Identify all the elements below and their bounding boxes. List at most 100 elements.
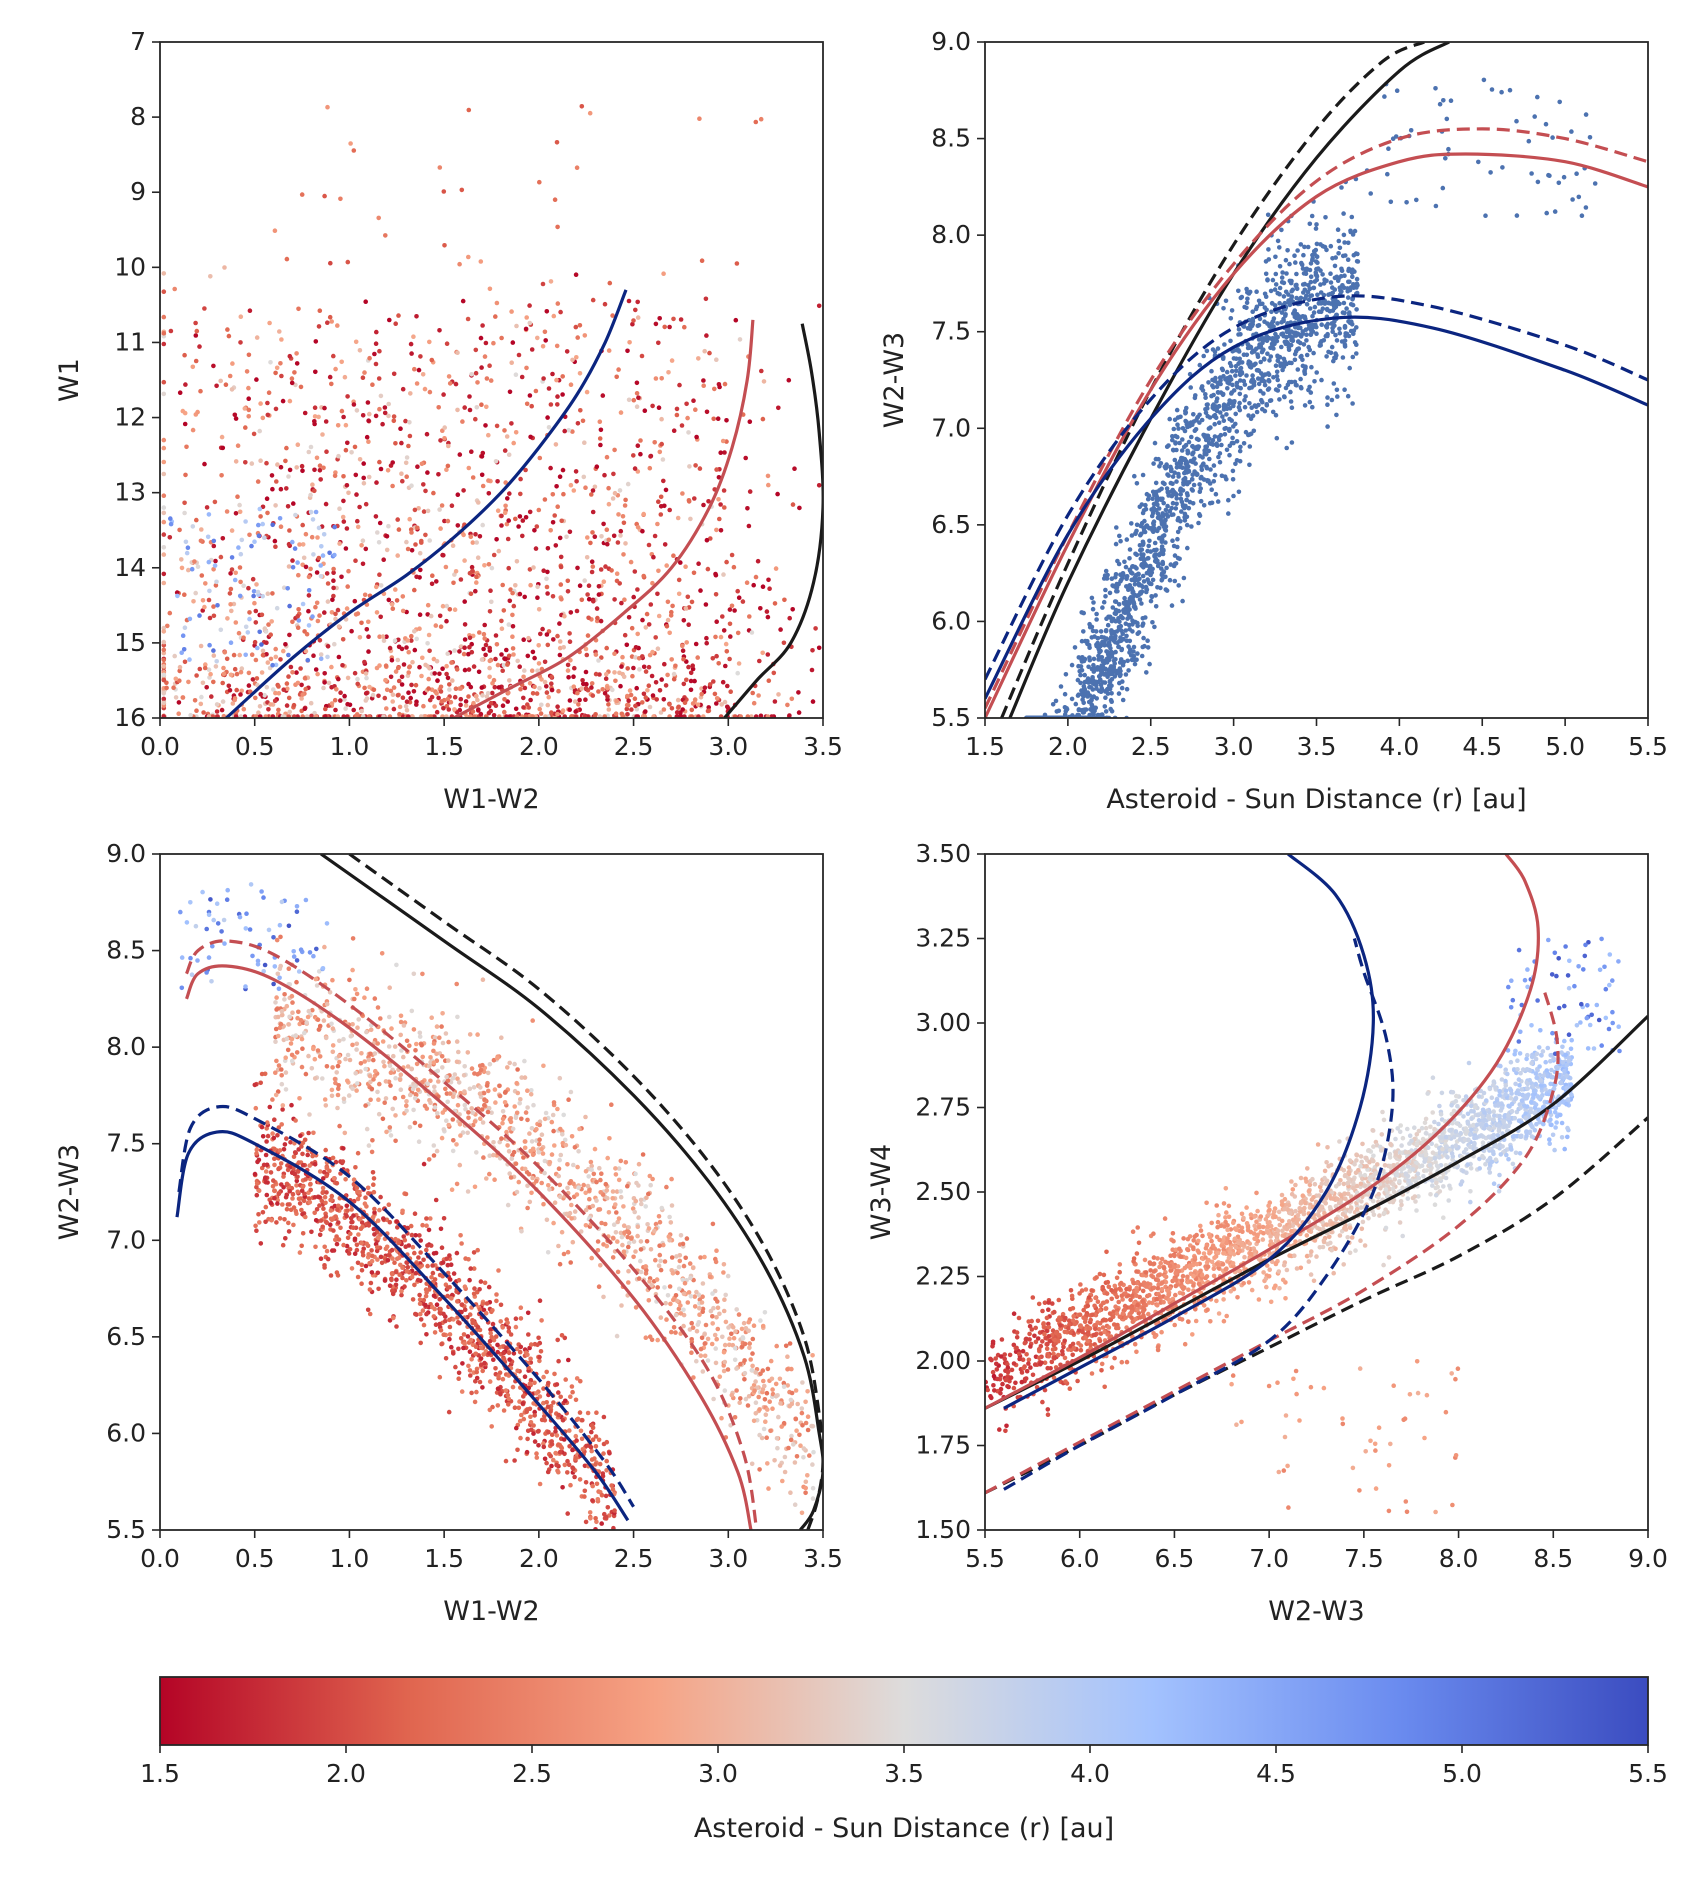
scatter-point (233, 416, 239, 421)
scatter-point (476, 500, 481, 505)
scatter-point (222, 265, 227, 270)
scatter-point (1145, 638, 1150, 643)
scatter-point (1096, 657, 1101, 662)
scatter-point (625, 348, 630, 354)
scatter-point (1160, 514, 1166, 519)
scatter-point (1123, 628, 1128, 633)
scatter-point (276, 684, 281, 689)
scatter-point (260, 593, 266, 599)
scatter-point (1342, 240, 1347, 245)
scatter-point (1264, 334, 1270, 340)
scatter-point (1274, 374, 1280, 379)
scatter-point (218, 554, 224, 560)
scatter-point (198, 388, 203, 394)
scatter-point (439, 699, 445, 704)
scatter-point (1109, 691, 1114, 696)
scatter-point (400, 695, 406, 700)
scatter-point (161, 639, 167, 645)
scatter-point (1103, 594, 1108, 599)
scatter-point (1069, 696, 1075, 702)
scatter-point (1236, 327, 1242, 332)
scatter-point (1175, 536, 1180, 542)
scatter-point (746, 523, 752, 529)
scatter-point (1211, 463, 1217, 468)
scatter-point (161, 445, 167, 451)
scatter-point (388, 674, 394, 680)
scatter-point (1277, 245, 1282, 250)
scatter-point (1262, 305, 1268, 310)
scatter-point (1227, 399, 1233, 404)
scatter-point (561, 645, 566, 650)
scatter-point (272, 538, 278, 544)
scatter-point (1345, 295, 1351, 300)
scatter-point (1072, 645, 1078, 650)
scatter-point (789, 696, 795, 702)
scatter-point (444, 603, 450, 609)
scatter-point (268, 360, 273, 365)
scatter-point (492, 684, 498, 690)
scatter-point (335, 423, 341, 428)
scatter-point (680, 648, 686, 653)
scatter-point (463, 699, 469, 704)
scatter-point (233, 511, 239, 516)
scatter-point (321, 532, 327, 537)
scatter-point (1275, 238, 1281, 244)
scatter-point (494, 300, 500, 306)
scatter-point (161, 471, 167, 477)
scatter-point (654, 697, 659, 702)
scatter-point (534, 524, 540, 529)
scatter-point (669, 706, 675, 711)
scatter-point (535, 584, 540, 590)
scatter-point (573, 714, 579, 718)
scatter-point (367, 355, 372, 361)
scatter-point (209, 694, 214, 699)
scatter-point (1266, 371, 1271, 376)
scatter-point (260, 648, 266, 654)
scatter-point (281, 648, 286, 654)
scatter-point (242, 714, 248, 718)
scatter-point (213, 558, 218, 564)
scatter-point (646, 664, 652, 670)
scatter-point (585, 633, 591, 638)
scatter-point (1345, 257, 1351, 263)
scatter-point (481, 646, 486, 652)
scatter-point (258, 691, 264, 697)
scatter-point (1583, 112, 1589, 117)
x-tick-label: 4.0 (1379, 732, 1419, 761)
scatter-point (1393, 134, 1399, 139)
scatter-point (597, 419, 603, 425)
scatter-point (1113, 541, 1119, 547)
scatter-point (345, 675, 351, 681)
scatter-point (659, 677, 664, 682)
scatter-point (449, 660, 454, 665)
scatter-point (1181, 457, 1186, 463)
scatter-point (1307, 347, 1313, 353)
scatter-point (714, 696, 720, 701)
scatter-point (1543, 121, 1549, 127)
scatter-point (601, 579, 607, 584)
scatter-point (270, 591, 275, 596)
scatter-point (693, 407, 698, 413)
scatter-point (381, 638, 387, 643)
scatter-point (241, 583, 246, 589)
scatter-point (1168, 480, 1174, 486)
scatter-point (397, 704, 403, 710)
scatter-point (538, 711, 544, 716)
scatter-point (161, 690, 167, 696)
scatter-point (602, 301, 608, 307)
scatter-point (1126, 622, 1132, 628)
scatter-point (1091, 669, 1097, 674)
scatter-point (440, 603, 446, 609)
scatter-point (813, 626, 818, 631)
scatter-point (502, 709, 507, 715)
scatter-point (1404, 200, 1409, 205)
scatter-point (457, 452, 463, 457)
scatter-point (1233, 368, 1239, 374)
x-tick-label: 5.0 (1545, 732, 1585, 761)
scatter-point (622, 632, 628, 638)
scatter-point (555, 633, 560, 639)
scatter-point (493, 459, 499, 464)
scatter-point (1080, 710, 1086, 715)
scatter-point (509, 309, 514, 314)
scatter-point (545, 569, 550, 575)
